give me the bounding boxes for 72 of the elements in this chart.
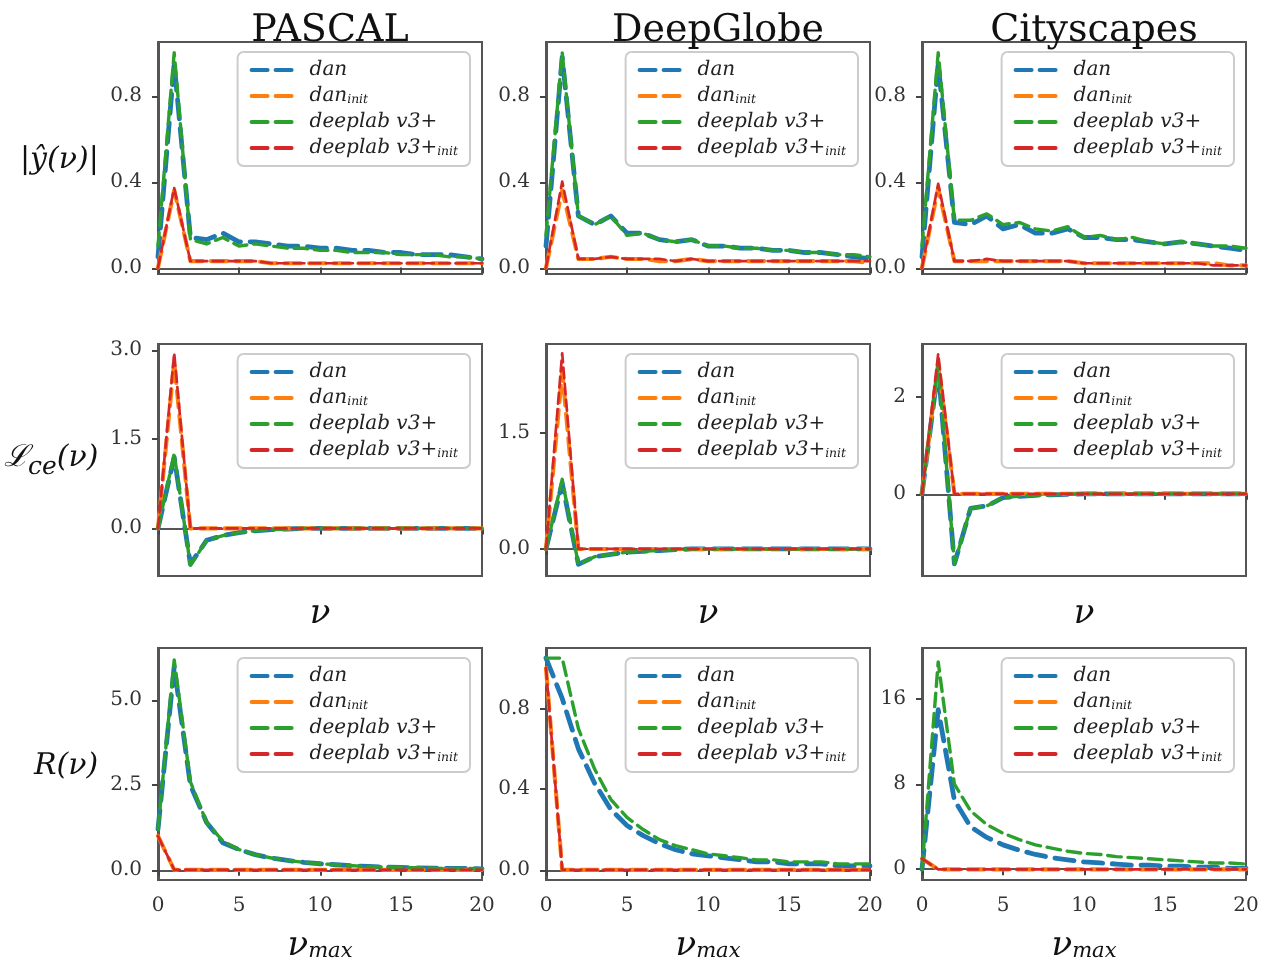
y-tick-label: 1.5 [110, 428, 142, 451]
y-tick-label: 5.0 [110, 689, 142, 712]
legend-label: deeplab v3+ [697, 111, 826, 133]
y-axis-title: |ŷ(ν)| [20, 139, 99, 175]
y-tick-label: 0.0 [110, 858, 142, 881]
legend-label: dan [1073, 59, 1112, 81]
x-tick-label: 15 [776, 895, 802, 917]
legend-label: dan [697, 665, 736, 687]
x-tick-label: 0 [915, 895, 929, 917]
x-axis-title: νmax [675, 925, 741, 960]
x-tick-label: 10 [695, 895, 721, 917]
y-axis-title: R(ν) [34, 745, 99, 781]
x-tick-label: 15 [1152, 895, 1178, 917]
legend-label: deeplab v3+ [309, 111, 438, 133]
x-tick-label: 20 [469, 895, 495, 917]
y-tick-label: 0.0 [874, 256, 906, 279]
y-tick-label: 0.0 [110, 517, 142, 540]
x-axis-title: ν [1073, 593, 1095, 633]
x-tick-label: 10 [1071, 895, 1097, 917]
legend-label: dan [697, 361, 736, 383]
chart-title: PASCAL [251, 7, 410, 51]
y-tick-label: 0.0 [110, 256, 142, 279]
y-tick-label: 16 [880, 688, 906, 711]
y-tick-label: 0 [893, 858, 906, 881]
x-tick-label: 5 [620, 895, 634, 917]
y-tick-label: 2.5 [110, 774, 142, 797]
x-axis-title: νmax [287, 925, 353, 960]
y-tick-label: 0.0 [498, 537, 530, 560]
y-tick-label: 8 [893, 773, 906, 796]
y-tick-label: 2 [893, 386, 906, 409]
y-tick-label: 0.0 [498, 256, 530, 279]
line-series [919, 707, 1249, 872]
x-tick-label: 5 [996, 895, 1010, 917]
y-tick-label: 0.4 [874, 170, 906, 193]
legend-label: dan [309, 665, 348, 687]
legend-label: deeplab v3+ [309, 413, 438, 435]
y-tick-label: 0.4 [110, 170, 142, 193]
legend-label: dan [1073, 361, 1112, 383]
y-axis-title: ℒ$_{ce}$(ν) [4, 437, 99, 479]
legend-label: deeplab v3+ [1073, 717, 1202, 739]
y-tick-label: 0.0 [498, 858, 530, 881]
y-tick-label: 3.0 [110, 338, 142, 361]
x-axis-title: ν [697, 593, 719, 633]
y-tick-label: 0.4 [498, 170, 530, 193]
line-series [920, 660, 1248, 872]
y-tick-label: 1.5 [498, 421, 530, 444]
legend-label: dan [697, 59, 736, 81]
x-tick-label: 5 [232, 895, 246, 917]
x-axis-title: ν [309, 593, 331, 633]
x-tick-label: 0 [539, 895, 553, 917]
x-tick-label: 15 [388, 895, 414, 917]
legend-label: deeplab v3+ [1073, 413, 1202, 435]
y-tick-label: 0 [893, 482, 906, 505]
y-tick-label: 0.8 [498, 84, 530, 107]
legend-label: deeplab v3+ [309, 717, 438, 739]
y-tick-label: 0.8 [874, 84, 906, 107]
legend-label: dan [309, 361, 348, 383]
x-tick-label: 20 [1233, 895, 1259, 917]
chart-title: Cityscapes [990, 7, 1198, 51]
x-tick-label: 10 [307, 895, 333, 917]
legend-label: deeplab v3+ [697, 413, 826, 435]
y-tick-label: 0.8 [110, 84, 142, 107]
legend-label: dan [309, 59, 348, 81]
x-tick-label: 0 [151, 895, 165, 917]
legend-label: deeplab v3+ [697, 717, 826, 739]
chart-title: DeepGlobe [612, 7, 824, 51]
x-tick-label: 20 [857, 895, 883, 917]
x-axis-title: νmax [1051, 925, 1117, 960]
legend-label: dan [1073, 665, 1112, 687]
y-tick-label: 0.8 [498, 697, 530, 720]
y-tick-label: 0.4 [498, 778, 530, 801]
legend-label: deeplab v3+ [1073, 111, 1202, 133]
